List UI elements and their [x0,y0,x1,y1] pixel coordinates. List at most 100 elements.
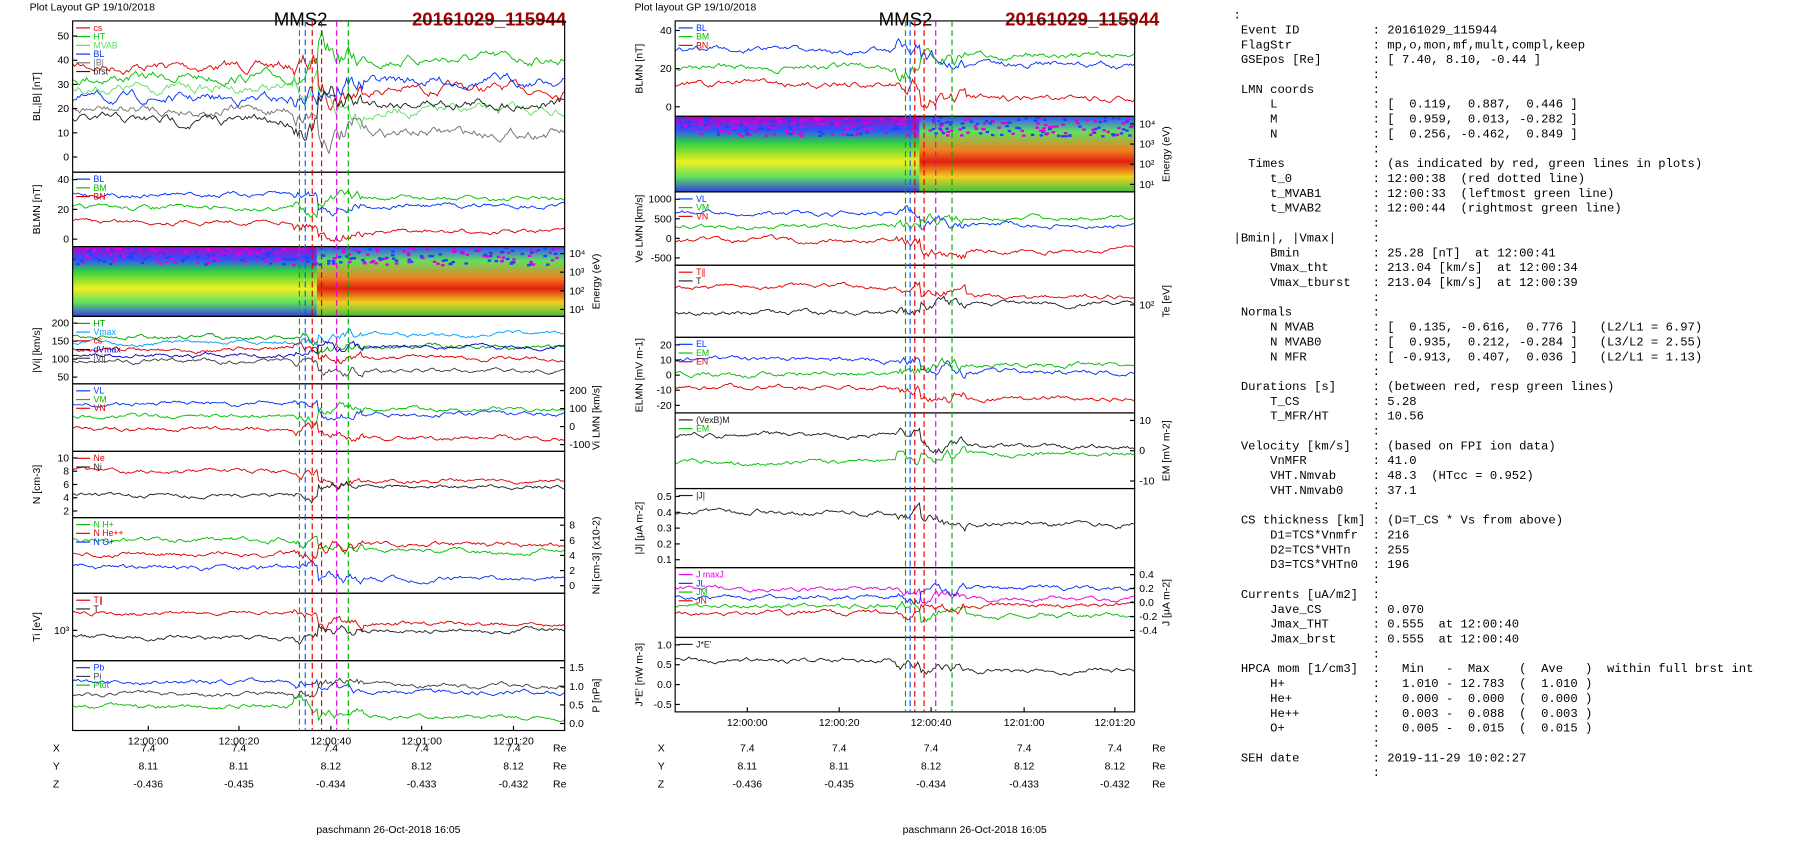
spectrogram-speck [89,253,94,257]
spectrogram-speck [1042,127,1046,130]
position-value: 8.11 [738,761,758,772]
spectrogram-speck [1021,134,1026,137]
spectrogram-speck [975,122,980,125]
spectrogram-speck [140,261,145,265]
position-value: 8.12 [321,761,342,772]
spectrogram-speck [485,255,490,258]
trace [72,189,565,219]
spectrogram-speck [732,128,737,131]
spectrogram-speck [421,256,425,260]
spectrogram-speck [301,247,305,250]
spectrogram-speck [897,122,901,126]
spectrogram-speck [1048,127,1052,131]
legend-label: HT [94,318,106,328]
spectrogram-speck [419,255,424,258]
legend-label: BM [696,32,709,42]
spectrogram-speck [453,250,457,253]
spectrogram-speck [1119,132,1124,135]
y-axis-label: J*E' [nW m-3] [635,643,646,707]
x-tick-label: 12:00:40 [911,718,952,729]
spectrogram-speck [1097,126,1101,129]
spectrogram-speck [468,246,473,250]
y-tick-label: 4 [569,551,575,562]
spectrogram-speck [727,131,732,135]
legend-label: BM [94,183,107,193]
spectrogram-speck [865,131,870,134]
spectrogram-speck [244,247,248,250]
trace [674,357,1135,379]
spectrogram-speck [1121,122,1126,125]
spectrogram-speck [928,129,933,132]
panel-frame [674,336,1136,414]
y-tick-label: 6 [63,480,69,491]
spectrogram-speck [383,257,387,260]
spectrogram-speck [855,127,860,130]
y-axis-label: Ni [cm-3] (x10-2) [592,517,603,595]
spectrogram-speck [687,124,691,128]
spectrogram-speck [1063,118,1067,122]
y-tick-label: 0 [569,581,575,592]
legend-label: dVmax [94,344,122,354]
y-tick-label: 20 [660,64,672,75]
position-unit: Re [553,743,567,754]
x-tick-label: 12:00:20 [219,736,260,747]
spectrogram-speck [504,246,509,250]
spectrogram-speck [248,251,253,254]
spectrogram-speck [550,259,555,262]
legend-label: (VexB)M [696,415,729,425]
spectrogram-speck [117,247,122,251]
spectrogram-speck [799,134,804,138]
spectrogram-speck [1060,135,1065,138]
spectrogram-speck [350,257,354,260]
spectrogram-speck [856,131,860,134]
position-value: -0.435 [224,779,254,790]
legend-label: BN [94,191,106,201]
spectrogram-speck [678,117,682,120]
trace [72,332,565,357]
spectrogram-speck [884,131,888,135]
y-tick-label: -0.5 [654,700,672,711]
spectrogram-speck [784,129,789,132]
spectrogram-speck [88,249,92,252]
y-tick-label: 0.1 [657,555,672,566]
spectrogram-speck [959,134,964,137]
spectrogram-speck [256,255,260,259]
spectrogram-speck [960,122,965,125]
spectrogram-speck [80,259,84,263]
spectrogram-speck [863,122,868,125]
spectrogram-speck [747,132,752,136]
spectrogram-speck [1036,122,1040,125]
spectrogram-speck [279,258,283,261]
position-unit: Re [1152,743,1166,754]
position-label: Y [658,761,665,772]
spectrogram-speck [978,132,983,135]
x-tick-label: 12:01:20 [1095,718,1136,729]
spectrogram-speck [262,250,266,253]
spectrogram-speck [687,120,691,123]
info-line: HPCA mom [1/cm3] : Min - Max ( Ave ) wit… [1234,662,1754,676]
y-tick-label: 0.0 [1139,598,1154,609]
spectrogram-speck [982,122,987,125]
spectrogram-speck [552,248,557,251]
y-tick-label: 0 [1139,446,1145,457]
spectrogram-speck [273,260,277,263]
spectrogram-speck [680,126,685,129]
spectrogram-speck [694,128,698,131]
spectrogram-speck [222,254,227,257]
spectrogram-speck [441,264,445,267]
info-line: VHT.Nmvab : 48.3 (HTcc = 0.952) [1234,469,1534,483]
spectrogram-speck [958,128,963,131]
legend-label: Pb [94,663,105,673]
spectrogram-speck [1008,121,1012,124]
y-axis-label: P [nPa] [592,678,603,712]
spectrogram-speck [879,117,883,120]
y-tick-label: 10⁴ [569,249,585,260]
legend-label: JN [696,596,707,606]
position-label: Z [658,779,665,790]
spectrogram-speck [118,254,122,258]
spectrogram-speck [318,263,322,266]
spectrogram-speck [494,259,498,263]
spectrogram-speck [984,120,989,123]
spectrogram-speck [224,250,228,253]
